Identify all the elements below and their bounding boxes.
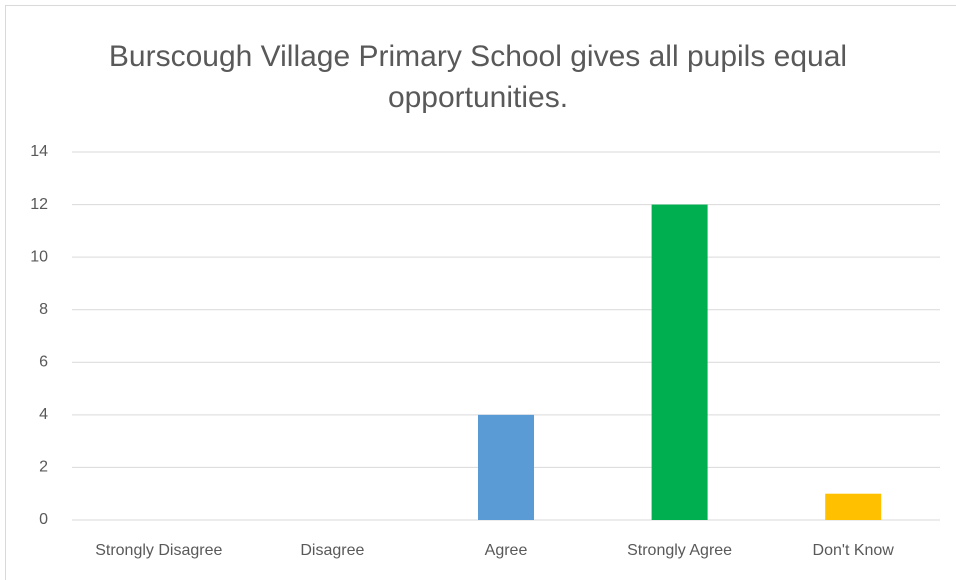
y-tick-label: 6 [39, 354, 48, 371]
bar [825, 493, 882, 520]
y-tick-label: 4 [39, 406, 48, 423]
bar [651, 204, 708, 521]
y-tick-label: 10 [30, 248, 48, 265]
x-tick-label: Don't Know [813, 542, 895, 559]
y-tick-label: 14 [30, 143, 48, 160]
bar [478, 414, 534, 520]
y-tick-label: 0 [39, 511, 48, 528]
x-tick-label: Strongly Disagree [95, 542, 222, 559]
chart-title: Burscough Village Primary School gives a… [108, 40, 848, 114]
chart-border [5, 5, 956, 580]
x-tick-label: Disagree [300, 542, 364, 559]
x-tick-label: Strongly Agree [627, 542, 732, 559]
x-tick-label: Agree [485, 542, 528, 559]
y-tick-label: 8 [39, 301, 48, 318]
y-tick-label: 2 [39, 459, 48, 476]
y-tick-label: 12 [30, 196, 48, 213]
